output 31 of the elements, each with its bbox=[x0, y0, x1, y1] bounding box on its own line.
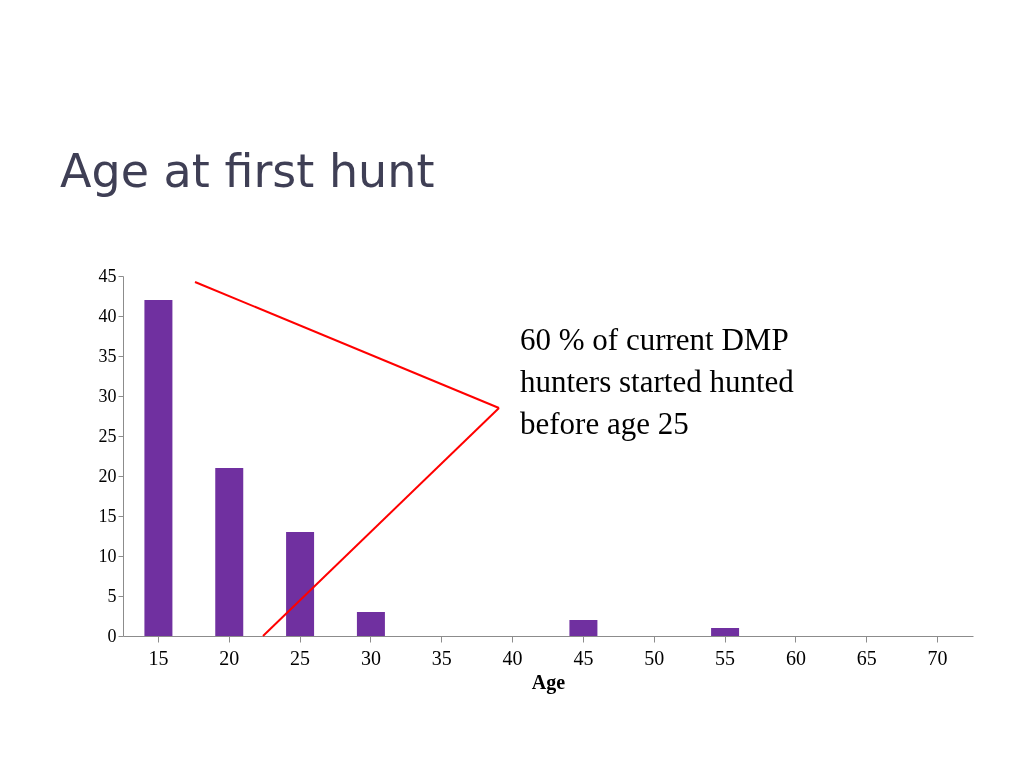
bar bbox=[286, 532, 315, 636]
bar bbox=[569, 620, 598, 636]
x-tick-label: 35 bbox=[431, 646, 452, 669]
x-axis-title: Age bbox=[531, 670, 566, 694]
x-tick-label: 30 bbox=[360, 646, 381, 669]
bar bbox=[144, 300, 173, 636]
x-tick-label: 25 bbox=[290, 646, 311, 669]
x-tick-label: 55 bbox=[715, 646, 736, 669]
x-tick-label: 15 bbox=[148, 646, 169, 669]
y-tick-label: 30 bbox=[98, 385, 117, 406]
x-tick-label: 60 bbox=[785, 646, 806, 669]
bar bbox=[215, 468, 244, 636]
x-tick-label: 40 bbox=[502, 646, 523, 669]
bar bbox=[356, 612, 385, 636]
x-tick-label: 20 bbox=[219, 646, 240, 669]
y-tick-label: 25 bbox=[98, 425, 117, 446]
x-tick-label: 50 bbox=[644, 646, 665, 669]
x-tick-label: 70 bbox=[927, 646, 948, 669]
y-tick-label: 20 bbox=[98, 465, 117, 486]
y-tick-label: 10 bbox=[98, 545, 117, 566]
x-tick-label: 65 bbox=[856, 646, 877, 669]
chart-title: Age at first hunt bbox=[60, 144, 435, 198]
y-tick-label: 0 bbox=[107, 625, 117, 646]
bar bbox=[711, 628, 740, 636]
y-tick-label: 15 bbox=[98, 505, 117, 526]
y-tick-label: 40 bbox=[98, 305, 117, 326]
x-tick-label: 45 bbox=[573, 646, 594, 669]
y-tick-label: 45 bbox=[98, 265, 117, 286]
y-tick-label: 35 bbox=[98, 345, 117, 366]
annotation: 60 % of current DMP hunters started hunted before age 25 bbox=[520, 322, 795, 441]
y-tick-label: 5 bbox=[107, 585, 117, 606]
